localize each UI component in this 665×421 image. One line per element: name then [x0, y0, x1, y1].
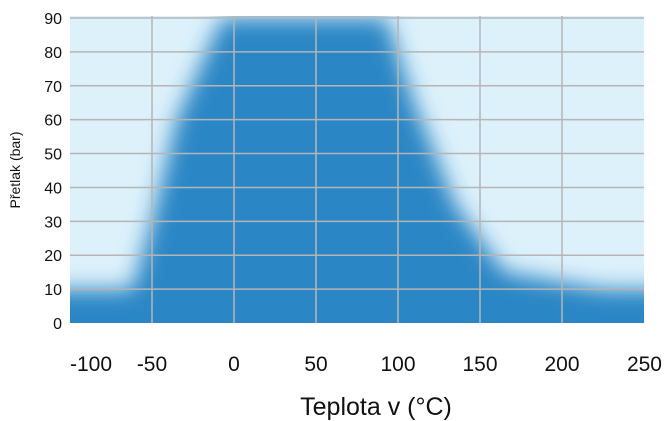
horizontal-gridlines — [70, 17, 644, 290]
x-tick-label: 200 — [544, 353, 579, 376]
y-tick-label: 80 — [44, 45, 62, 62]
y-tick-label: 0 — [53, 316, 62, 333]
y-tick-label: 60 — [44, 113, 62, 130]
y-tick-label: 50 — [44, 147, 62, 164]
y-tick-label: 90 — [44, 11, 62, 28]
operating-range-area — [70, 18, 644, 323]
x-tick-label: -100 — [70, 353, 112, 376]
y-tick-label: 40 — [44, 180, 62, 197]
y-tick-label: 30 — [44, 214, 62, 231]
x-tick-label: 250 — [627, 353, 662, 376]
y-axis-tick-labels: 0 10 20 30 40 50 60 70 80 90 — [44, 11, 62, 333]
y-tick-label: 20 — [44, 248, 62, 265]
x-tick-label: 100 — [380, 353, 415, 376]
x-tick-label: -50 — [137, 353, 167, 376]
vertical-gridlines — [151, 16, 563, 323]
y-tick-label: 70 — [44, 79, 62, 96]
y-axis-label: Přetlak (bar) — [7, 131, 23, 208]
x-tick-label: 150 — [462, 353, 497, 376]
x-tick-label: 50 — [304, 353, 327, 376]
x-axis-tick-labels: -100 -50 0 50 100 150 200 250 — [70, 353, 662, 376]
y-tick-label: 10 — [44, 282, 62, 299]
x-axis-label: Teplota v (°C) — [300, 393, 452, 421]
x-tick-label: 0 — [228, 353, 240, 376]
